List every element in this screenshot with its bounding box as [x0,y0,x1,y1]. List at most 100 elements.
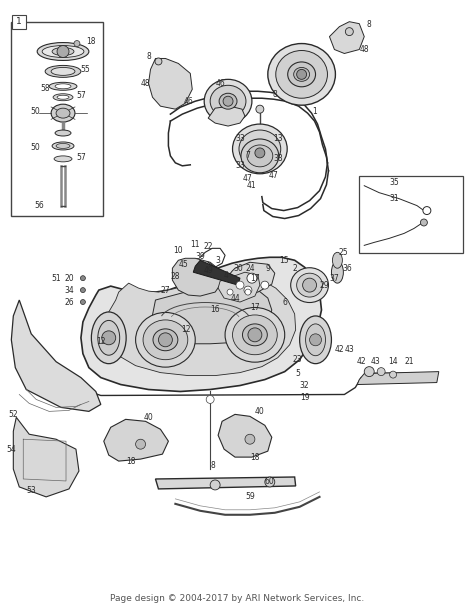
Text: 35: 35 [389,178,399,187]
Circle shape [302,278,317,292]
Circle shape [102,331,116,345]
Ellipse shape [98,321,120,355]
Text: 57: 57 [76,153,86,162]
Circle shape [206,395,214,403]
Polygon shape [148,58,192,109]
Circle shape [364,367,374,376]
Ellipse shape [306,324,326,356]
Text: 11: 11 [191,240,200,249]
Text: 2: 2 [292,264,297,273]
Text: 13: 13 [273,134,283,143]
Ellipse shape [243,324,267,346]
Text: 18: 18 [86,37,96,46]
Text: 45: 45 [178,260,188,268]
Text: 33: 33 [235,161,245,170]
Ellipse shape [56,143,70,148]
Text: 16: 16 [210,305,220,314]
Text: 40: 40 [255,407,265,416]
Text: 26: 26 [64,297,74,306]
Ellipse shape [37,42,89,61]
Circle shape [297,69,307,79]
Circle shape [245,289,251,295]
Text: 39: 39 [195,252,205,261]
Polygon shape [173,258,222,296]
Ellipse shape [54,156,72,162]
Text: 58: 58 [40,84,50,93]
Circle shape [420,219,428,226]
Ellipse shape [52,142,74,150]
Text: 42: 42 [335,345,344,354]
Ellipse shape [91,312,126,364]
Text: 47: 47 [269,171,279,180]
Ellipse shape [57,95,69,99]
Ellipse shape [300,316,331,364]
Text: 28: 28 [171,272,180,281]
Ellipse shape [225,308,285,362]
Text: 5: 5 [295,369,300,378]
Text: 48: 48 [141,79,150,88]
Text: 34: 34 [64,286,74,295]
Ellipse shape [291,268,328,303]
Text: 22: 22 [203,242,213,251]
Text: 10: 10 [173,246,183,255]
Ellipse shape [136,313,195,367]
Text: 9: 9 [265,264,270,273]
Text: 44: 44 [230,294,240,303]
Text: 43: 43 [345,345,354,354]
Circle shape [223,96,233,106]
Text: 54: 54 [7,444,16,454]
Text: 29: 29 [319,281,329,289]
Text: 14: 14 [388,357,398,366]
Text: 20: 20 [64,273,74,283]
Polygon shape [11,300,101,411]
Circle shape [310,334,321,346]
Text: 43: 43 [370,357,380,366]
Circle shape [346,28,353,36]
Ellipse shape [52,48,74,56]
Polygon shape [218,414,272,457]
Text: 32: 32 [300,381,310,390]
Ellipse shape [247,145,273,167]
Circle shape [244,286,252,294]
Text: 17: 17 [250,303,260,313]
Ellipse shape [268,44,336,105]
Ellipse shape [233,315,277,355]
FancyBboxPatch shape [12,15,26,29]
Ellipse shape [241,139,279,173]
Text: 51: 51 [51,273,61,283]
Circle shape [265,477,275,487]
Text: 60: 60 [265,478,274,487]
Ellipse shape [297,273,322,297]
Ellipse shape [204,79,252,123]
Ellipse shape [276,50,328,98]
Text: 23: 23 [293,355,302,364]
Text: 59: 59 [245,492,255,501]
Text: 6: 6 [283,297,287,306]
Text: 53: 53 [27,486,36,495]
Text: 1: 1 [17,17,22,26]
Text: 18: 18 [250,452,260,462]
Ellipse shape [219,93,237,109]
Ellipse shape [55,130,71,136]
Ellipse shape [53,94,73,101]
Text: 8: 8 [146,52,151,61]
Text: 4: 4 [224,271,228,280]
Circle shape [390,371,397,378]
Text: 40: 40 [144,413,154,422]
Circle shape [248,328,262,342]
Circle shape [261,281,269,289]
Text: 47: 47 [243,174,253,183]
Bar [359,176,463,253]
Text: 56: 56 [34,201,44,210]
Polygon shape [155,477,296,489]
Circle shape [74,40,80,47]
Text: 49: 49 [203,265,213,275]
Circle shape [256,105,264,113]
Text: Page design © 2004-2017 by ARI Network Services, Inc.: Page design © 2004-2017 by ARI Network S… [110,594,364,603]
Text: 33: 33 [235,134,245,143]
Text: 30: 30 [233,264,243,273]
Ellipse shape [332,253,342,268]
Text: 50: 50 [30,143,40,153]
Text: 41: 41 [247,181,257,190]
Text: 15: 15 [279,256,289,265]
